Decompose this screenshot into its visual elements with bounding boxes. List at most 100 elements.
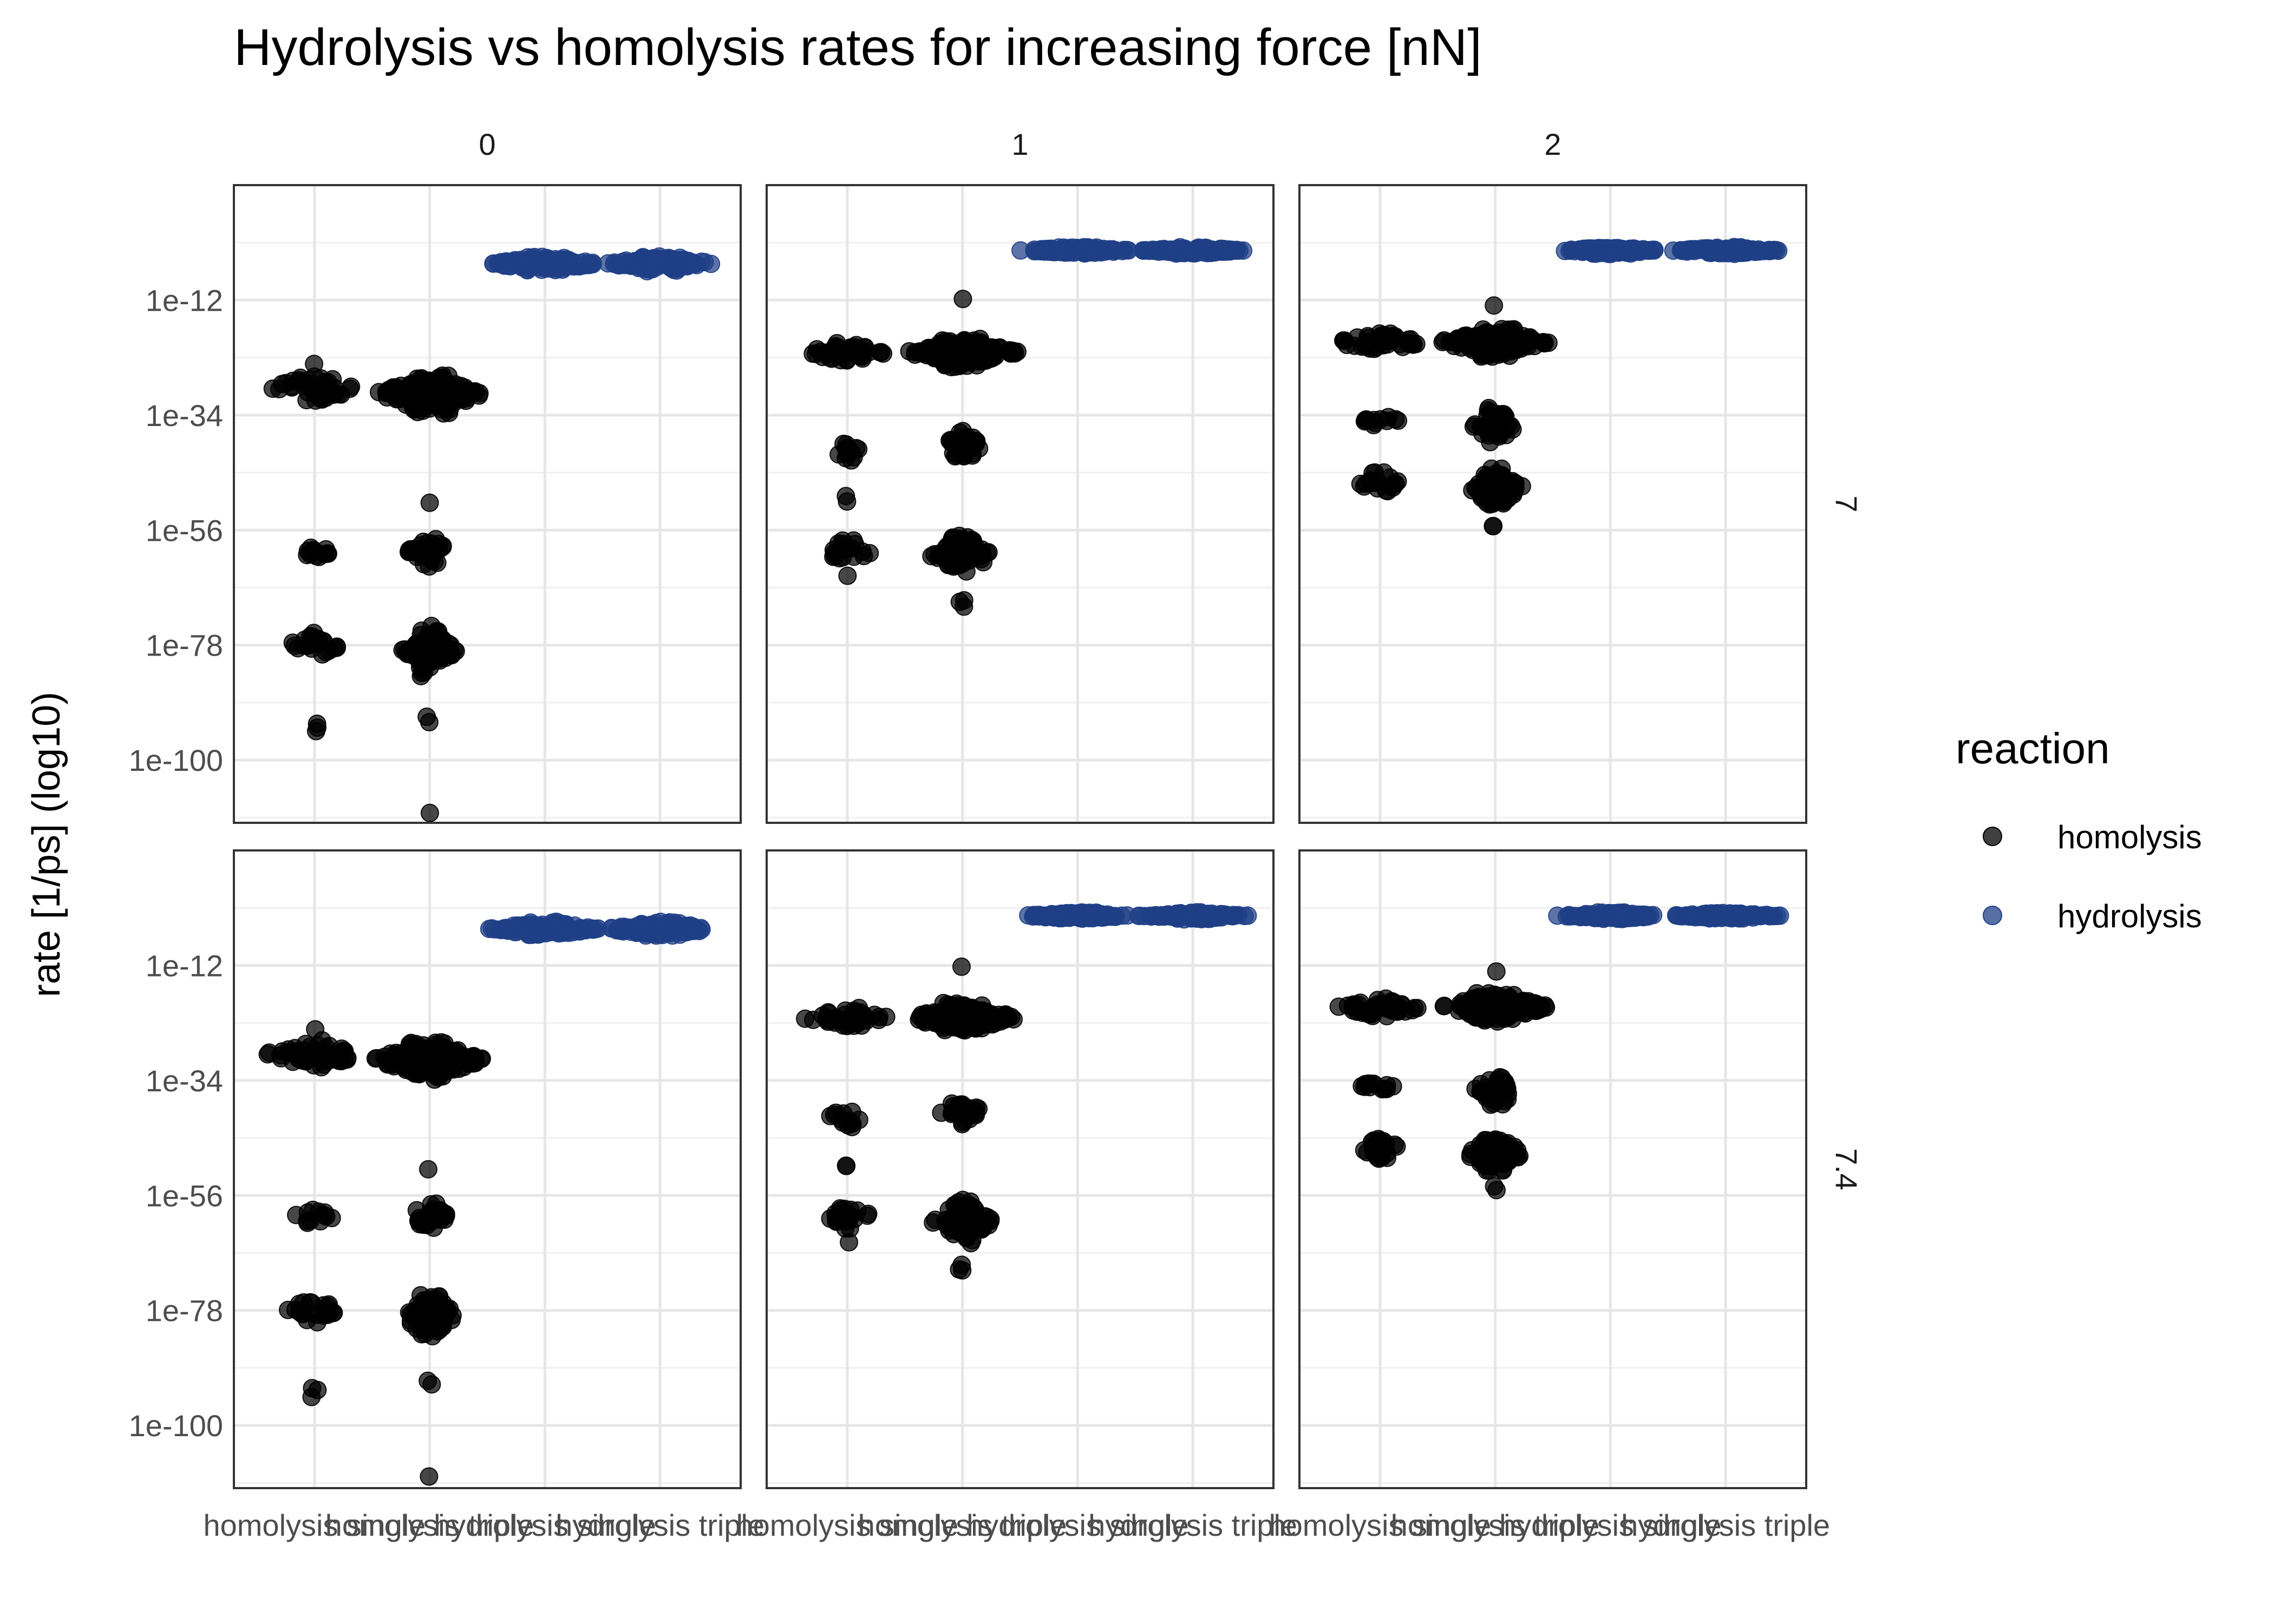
point-hydrolysis	[1229, 906, 1248, 925]
point-homolysis	[1368, 991, 1387, 1010]
point-homolysis	[414, 663, 433, 682]
point-homolysis	[1365, 463, 1384, 482]
y-tick-label: 1e-78	[146, 628, 223, 663]
point-homolysis	[1358, 326, 1377, 345]
x-tick-label: homolysis single	[736, 1508, 958, 1542]
point-homolysis	[825, 1013, 844, 1032]
point-hydrolysis	[1041, 240, 1060, 259]
point-hydrolysis	[643, 922, 662, 941]
point-homolysis	[870, 1007, 888, 1026]
point-hydrolysis	[1572, 906, 1591, 925]
point-homolysis	[1456, 333, 1475, 352]
facet-row-label: 7.4	[1829, 1148, 1864, 1190]
x-tick-label: homolysis triple	[858, 1508, 1067, 1542]
point-homolysis	[840, 1233, 859, 1252]
point-hydrolysis	[1197, 243, 1216, 262]
point-homolysis	[1363, 1006, 1382, 1025]
point-homolysis	[1485, 985, 1504, 1004]
point-homolysis	[419, 1371, 437, 1390]
point-homolysis	[306, 1020, 325, 1039]
point-hydrolysis	[583, 255, 602, 274]
point-homolysis	[417, 708, 436, 726]
point-homolysis	[835, 1200, 854, 1219]
point-hydrolysis	[489, 254, 508, 273]
point-homolysis	[305, 1044, 324, 1063]
point-homolysis	[1454, 992, 1473, 1011]
y-tick-label: 1e-100	[129, 1409, 223, 1443]
y-tick-label: 1e-100	[129, 743, 223, 777]
point-hydrolysis	[1144, 907, 1163, 926]
point-hydrolysis	[661, 919, 680, 938]
point-hydrolysis	[558, 917, 577, 936]
point-homolysis	[997, 1007, 1016, 1026]
point-homolysis	[1510, 1147, 1529, 1165]
point-homolysis	[1373, 1080, 1392, 1099]
point-homolysis	[874, 344, 893, 363]
point-hydrolysis	[1710, 240, 1729, 259]
point-homolysis	[1483, 1131, 1502, 1150]
x-tick-label: hydrolysis single	[966, 1508, 1189, 1542]
point-homolysis	[1388, 1002, 1407, 1021]
point-homolysis	[1476, 1156, 1495, 1175]
point-homolysis	[395, 640, 414, 659]
point-homolysis	[302, 538, 321, 557]
point-homolysis	[422, 371, 441, 390]
panel-2-7-4	[1298, 849, 1807, 1489]
point-hydrolysis	[631, 252, 650, 271]
x-tick-label: homolysis single	[203, 1508, 426, 1542]
point-homolysis	[825, 1105, 844, 1124]
point-homolysis	[969, 543, 988, 562]
x-tick-label: hydrolysis triple	[556, 1508, 764, 1542]
point-hydrolysis	[602, 919, 621, 938]
point-hydrolysis	[1689, 240, 1708, 259]
point-homolysis	[981, 1210, 1000, 1229]
panel-2-7	[1298, 184, 1807, 824]
point-hydrolysis	[654, 251, 673, 270]
point-hydrolysis	[1060, 240, 1079, 259]
point-homolysis	[952, 957, 971, 976]
point-homolysis	[1483, 494, 1502, 513]
facet-col-label: 2	[1544, 127, 1561, 161]
point-homolysis	[1363, 1140, 1382, 1159]
point-homolysis	[308, 714, 326, 733]
facet-row-label: 7	[1829, 495, 1864, 512]
point-hydrolysis	[542, 919, 561, 938]
point-homolysis	[953, 290, 972, 309]
point-homolysis	[342, 377, 361, 396]
y-tick-label: 1e-34	[146, 1064, 223, 1098]
y-tick-label: 1e-56	[146, 1178, 223, 1213]
legend-title: reaction	[1956, 724, 2110, 772]
point-homolysis	[395, 1046, 414, 1065]
point-homolysis	[1003, 342, 1022, 361]
point-homolysis	[1498, 1079, 1517, 1098]
point-homolysis	[420, 493, 439, 512]
point-homolysis	[924, 1213, 943, 1232]
point-homolysis	[828, 338, 847, 357]
point-homolysis	[1500, 337, 1519, 356]
point-hydrolysis	[1011, 241, 1030, 260]
point-hydrolysis	[504, 252, 523, 271]
facet-panels: 0 1e-12 1e-34 1e-56 1e-78 1e-100 1 2 7 1e-12 1e-34…	[129, 127, 1864, 1542]
point-hydrolysis	[1214, 240, 1233, 259]
point-hydrolysis	[1230, 241, 1249, 260]
point-homolysis	[906, 343, 925, 362]
y-tick-label: 1e-78	[146, 1294, 223, 1328]
point-homolysis	[842, 1118, 861, 1137]
point-homolysis	[398, 379, 417, 398]
point-hydrolysis	[1678, 906, 1697, 925]
point-homolysis	[281, 1043, 300, 1062]
point-homolysis	[838, 566, 857, 585]
point-hydrolysis	[1615, 909, 1634, 928]
panel-border	[233, 184, 742, 824]
point-homolysis	[412, 392, 431, 411]
point-homolysis	[1499, 488, 1518, 507]
point-homolysis	[1472, 417, 1491, 436]
point-hydrolysis	[702, 254, 721, 273]
point-homolysis	[1378, 482, 1397, 501]
panel-1-7	[766, 184, 1275, 824]
point-homolysis	[837, 487, 855, 506]
chart-title: Hydrolysis vs homolysis rates for increa…	[234, 18, 1482, 76]
point-homolysis	[833, 535, 852, 554]
point-homolysis	[1487, 1181, 1506, 1200]
